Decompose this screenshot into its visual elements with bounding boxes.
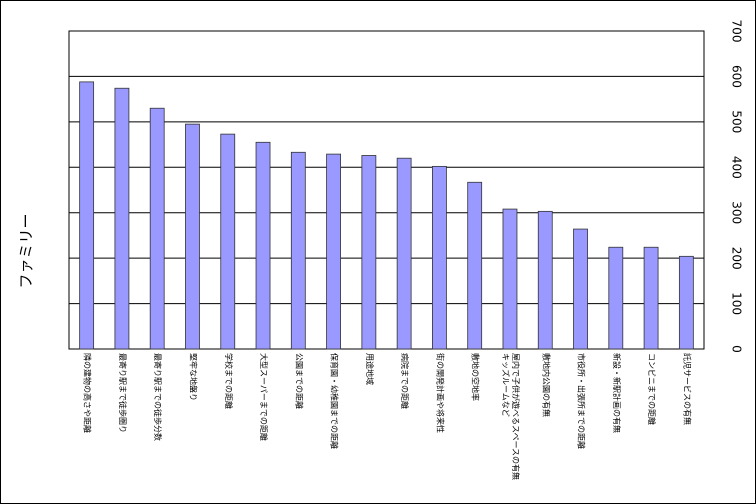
bar bbox=[255, 141, 271, 350]
bar bbox=[678, 255, 694, 350]
bar bbox=[537, 210, 553, 350]
bar bbox=[79, 81, 95, 350]
bar bbox=[502, 208, 518, 350]
bar bbox=[573, 228, 588, 350]
x-tick-label: 学校までの距離 bbox=[223, 353, 233, 409]
x-tick-label: 新設・新駅計画の有無 bbox=[611, 353, 621, 433]
bar bbox=[290, 151, 306, 350]
bar bbox=[432, 165, 447, 350]
x-tick-label: キッズルームなど 屋内で子供が遊べるスペースの有無 bbox=[500, 353, 520, 481]
x-tick-label: 街の開発計画や将来性 bbox=[435, 353, 445, 433]
x-tick-label: 保育園・幼稚園までの距離 bbox=[329, 353, 339, 449]
bar bbox=[185, 123, 200, 350]
x-tick-label: 敷地の空地率 bbox=[470, 353, 480, 401]
y-tick-label: 600 bbox=[730, 65, 744, 88]
bar bbox=[220, 133, 236, 350]
x-tick-label: 堅牢な地盤り bbox=[188, 353, 198, 401]
x-tick-label: 敷地内公園の有無 bbox=[541, 353, 551, 417]
y-tick-label: 700 bbox=[730, 20, 744, 43]
bar bbox=[326, 153, 341, 350]
x-tick-label: 大型スーパーまでの距離 bbox=[259, 353, 269, 441]
x-tick-label: 公園までの距離 bbox=[294, 353, 304, 409]
y-tick-label: 300 bbox=[730, 201, 744, 224]
bar bbox=[114, 87, 130, 350]
x-tick-label: 用途地域 bbox=[364, 353, 374, 385]
bar bbox=[396, 157, 412, 350]
bar bbox=[467, 181, 483, 350]
x-tick-label: 最寄り駅までの徒歩分数 bbox=[153, 353, 163, 441]
x-tick-label: 市役所・出張所までの距離 bbox=[576, 353, 586, 449]
bar bbox=[149, 107, 165, 350]
x-tick-label: 隣の建物の高さや距離 bbox=[82, 353, 92, 433]
y-tick-label: 500 bbox=[730, 110, 744, 133]
y-tick-label: 400 bbox=[730, 156, 744, 179]
bar bbox=[643, 246, 659, 350]
bar bbox=[361, 155, 377, 350]
x-tick-label: 病院までの距離 bbox=[400, 353, 410, 409]
x-tick-label: コンビニまでの距離 bbox=[647, 353, 657, 425]
y-tick-label: 200 bbox=[730, 247, 744, 270]
bar bbox=[608, 246, 624, 350]
x-tick-label: 最寄り駅まで徒歩圏り bbox=[117, 353, 127, 433]
y-tick-label: 100 bbox=[730, 292, 744, 315]
y-axis-label: ファミリー bbox=[17, 213, 35, 288]
x-tick-label: 託児サービスの有無 bbox=[682, 353, 692, 425]
y-tick-label: 0 bbox=[730, 345, 744, 353]
